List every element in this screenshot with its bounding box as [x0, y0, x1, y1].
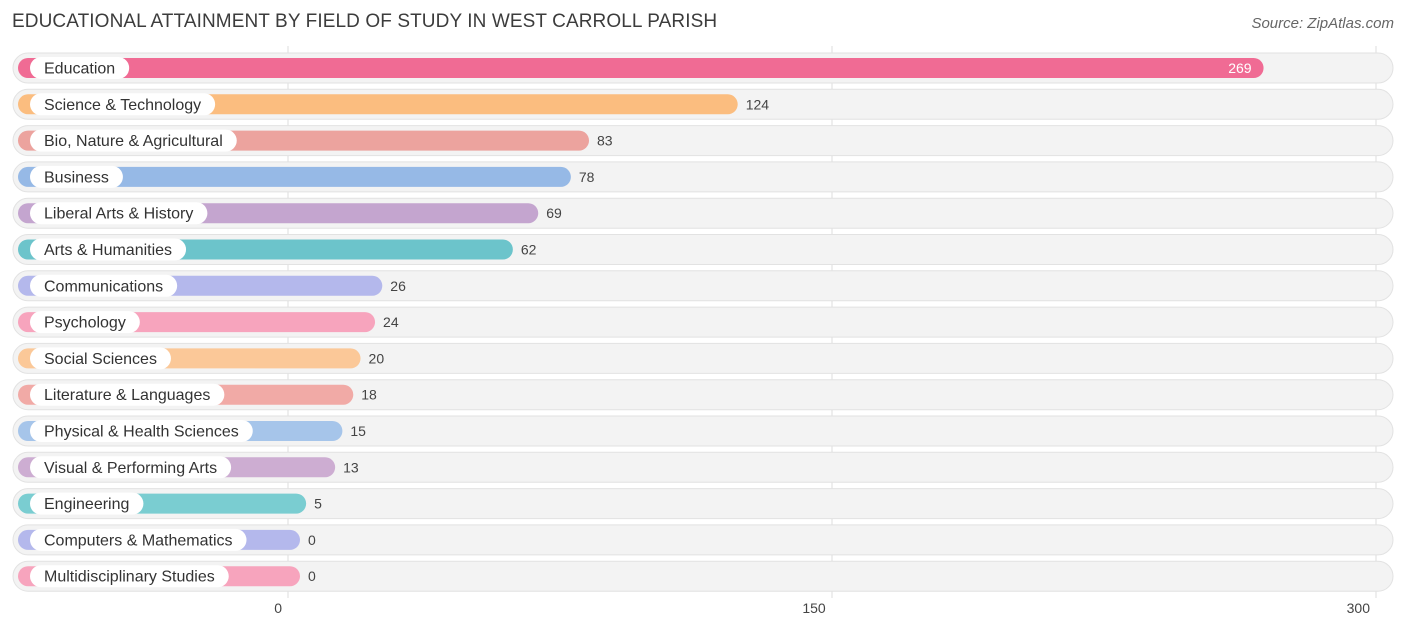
value-label: 13 [343, 459, 359, 475]
bar-row: Psychology 24 [12, 306, 1394, 338]
x-axis-ticks: 0 150 300 [274, 600, 1370, 616]
x-tick-label: 300 [1347, 600, 1371, 616]
category-label-pill [30, 165, 123, 188]
bar-row: Multidisciplinary Studies 0 [12, 560, 1394, 592]
category-label: Engineering [44, 496, 129, 513]
category-label-pill [30, 202, 208, 225]
category-label: Social Sciences [44, 351, 157, 368]
value-label: 26 [390, 278, 406, 294]
bar-row: Education 269 [12, 52, 1394, 84]
value-label: 0 [308, 568, 316, 584]
bar-row: Social Sciences 20 [12, 342, 1394, 374]
category-label-pill [30, 238, 187, 261]
row-track [12, 415, 1394, 447]
category-label: Psychology [44, 315, 126, 332]
category-label: Visual & Performing Arts [44, 460, 217, 477]
value-label: 269 [1228, 60, 1252, 76]
category-label: Communications [44, 278, 163, 295]
bar-row: Visual & Performing Arts 13 [12, 451, 1394, 483]
category-label: Arts & Humanities [44, 242, 172, 259]
value-label: 0 [308, 532, 316, 548]
value-label: 83 [597, 133, 613, 149]
category-label: Computers & Mathematics [44, 532, 233, 549]
value-label: 24 [383, 314, 399, 330]
bar-row: Communications 26 [12, 270, 1394, 302]
row-track [12, 342, 1394, 374]
chart-rows: Education 269 Science & Technology 124 Bio, … [12, 52, 1394, 592]
category-label: Multidisciplinary Studies [44, 569, 215, 586]
bar-row: Physical & Health Sciences 15 [12, 415, 1394, 447]
row-track [12, 451, 1394, 483]
bar-row: Arts & Humanities 62 [12, 234, 1394, 265]
source-label: Source: ZipAtlas.com [1251, 15, 1394, 32]
bar [18, 166, 571, 187]
category-label-pill [30, 347, 171, 370]
category-label: Education [44, 61, 115, 78]
category-label-pill [30, 129, 237, 152]
category-label: Literature & Languages [44, 387, 210, 404]
category-label-pill [30, 57, 130, 79]
x-tick-label: 150 [802, 600, 826, 616]
value-label: 124 [746, 96, 770, 112]
value-label: 20 [369, 350, 385, 366]
bar-row: Engineering 5 [12, 488, 1394, 520]
x-tick-label: 0 [274, 600, 282, 616]
category-label: Bio, Nature & Agricultural [44, 133, 223, 150]
value-label: 69 [546, 205, 562, 221]
category-label: Liberal Arts & History [44, 206, 193, 223]
value-label: 78 [579, 169, 595, 185]
category-label-pill [30, 93, 216, 116]
row-track [12, 379, 1394, 411]
value-label: 18 [361, 387, 377, 403]
row-track [12, 524, 1394, 556]
category-label: Science & Technology [44, 97, 201, 114]
value-label: 62 [521, 242, 537, 258]
value-label: 15 [350, 423, 366, 439]
category-label-pill [30, 565, 229, 588]
bar-row: Science & Technology 124 [12, 88, 1394, 120]
value-label: 5 [314, 496, 322, 512]
row-track [12, 488, 1394, 520]
bar-row: Literature & Languages 18 [12, 379, 1394, 411]
row-track [12, 560, 1394, 592]
bar-row: Computers & Mathematics 0 [12, 524, 1394, 556]
category-label: Business [44, 169, 109, 186]
category-label-pill [30, 383, 225, 406]
chart-title: EDUCATIONAL ATTAINMENT BY FIELD OF STUDY… [12, 11, 718, 32]
category-label-pill [30, 274, 178, 297]
category-label: Physical & Health Sciences [44, 424, 239, 441]
category-label-pill [30, 456, 232, 479]
bar-row: Business 78 [12, 161, 1394, 193]
bar-row: Bio, Nature & Agricultural 83 [12, 125, 1394, 157]
category-label-pill [30, 311, 140, 334]
bar-row: Liberal Arts & History 69 [12, 197, 1394, 229]
bar [18, 58, 1264, 78]
category-label-pill [30, 528, 247, 551]
category-label-pill [30, 492, 144, 515]
category-label-pill [30, 420, 253, 442]
